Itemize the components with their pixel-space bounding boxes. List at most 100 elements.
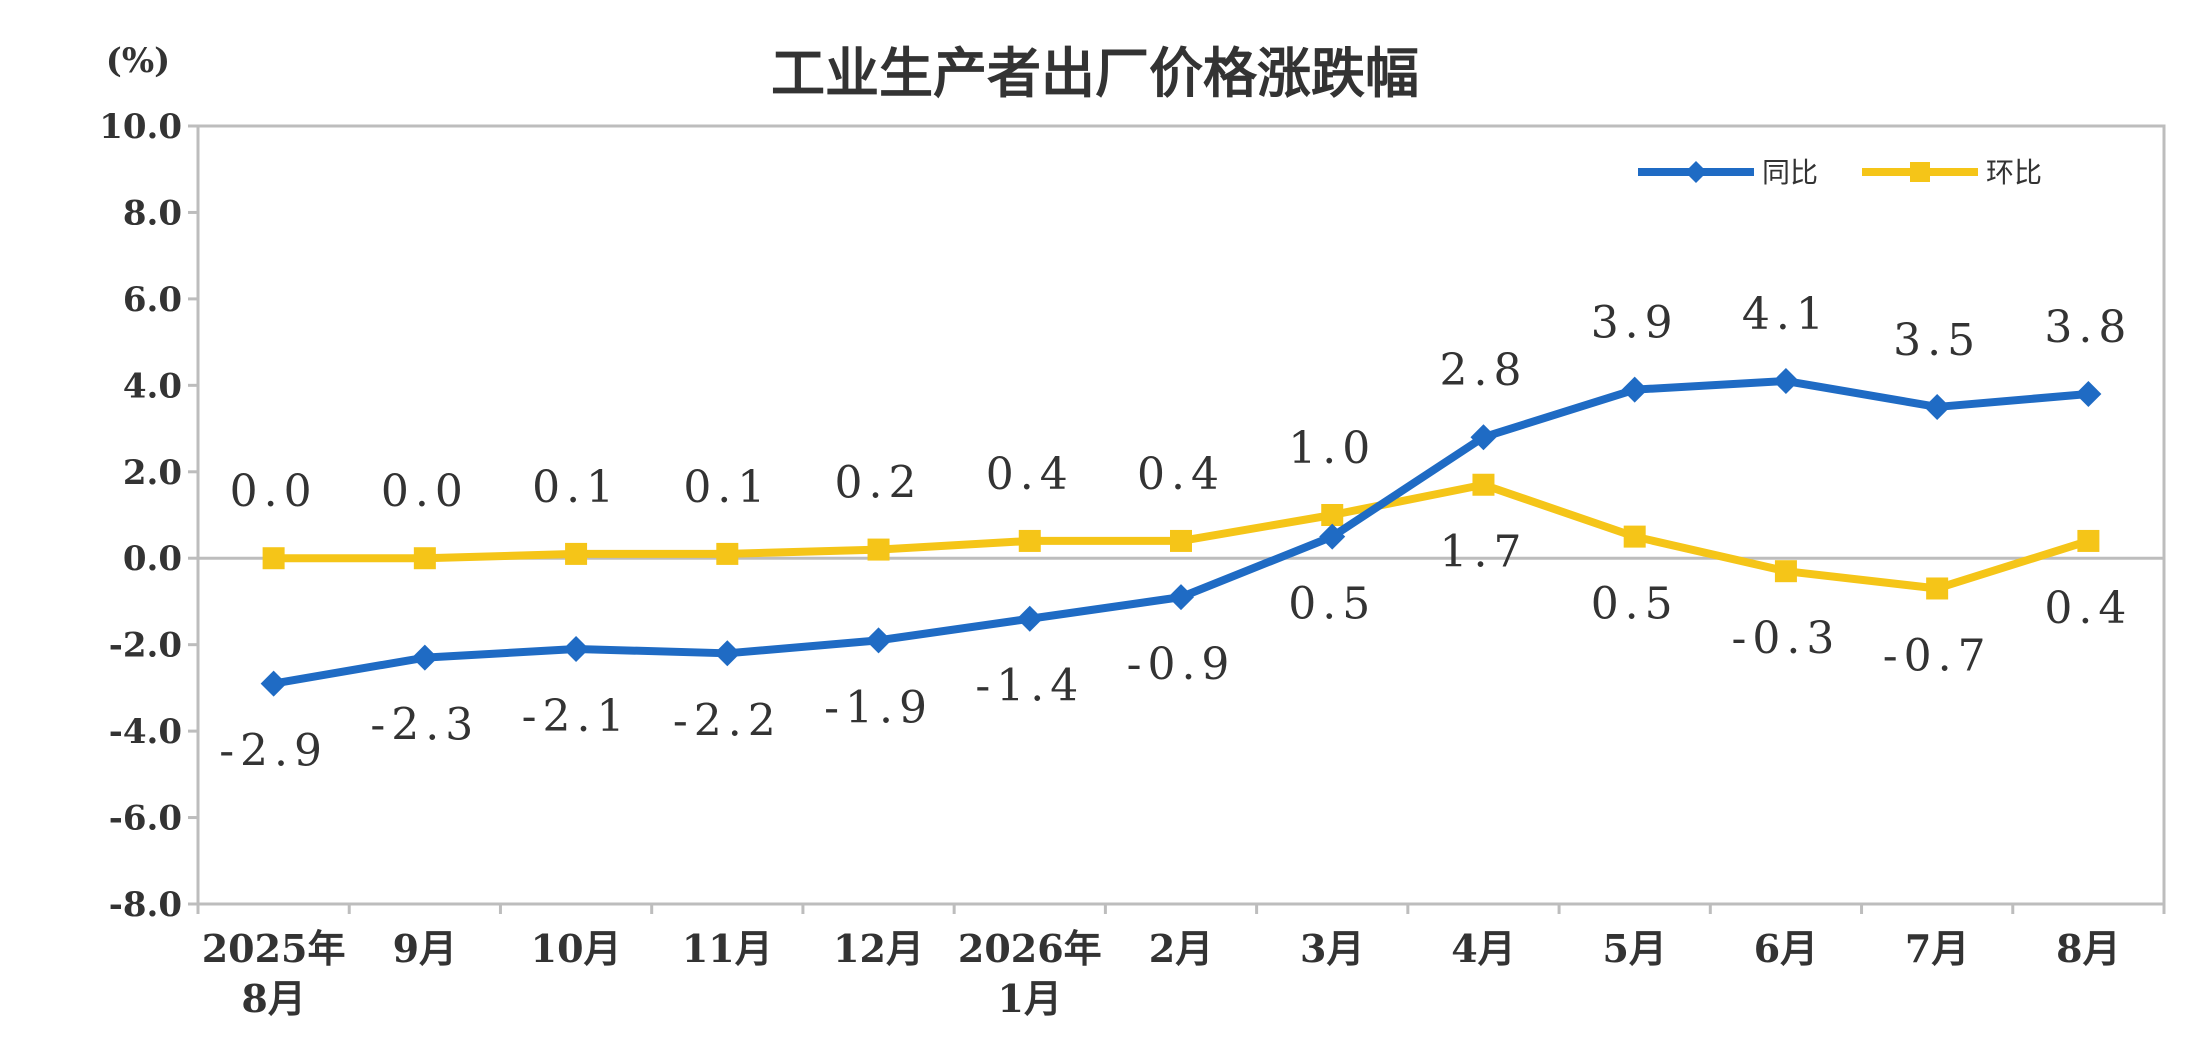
data-point-marker	[1170, 529, 1192, 552]
data-label: 3.9	[1591, 298, 1679, 349]
data-label: 0.5	[1288, 579, 1376, 630]
data-point-marker	[1926, 577, 1949, 600]
data-point-marker	[1472, 473, 1495, 496]
chart-title: 工业生产者出厂价格涨跌幅	[771, 42, 1419, 105]
x-tick-label: 5月	[1602, 926, 1666, 971]
data-point-marker	[1168, 584, 1194, 611]
data-label: 3.8	[2044, 302, 2132, 353]
data-point-marker	[1321, 504, 1344, 526]
x-tick-label-line: 4月	[1451, 926, 1515, 971]
x-tick-label-line: 8月	[241, 976, 305, 1021]
data-point-marker	[1018, 529, 1041, 552]
y-axis-unit: (%)	[106, 41, 170, 81]
data-label: 0.4	[2044, 583, 2132, 634]
data-label: 2.8	[1439, 345, 1527, 396]
data-label: 3.5	[1893, 315, 1981, 366]
data-point-marker	[2077, 529, 2100, 552]
x-tick-label-line: 9月	[393, 926, 457, 971]
x-tick-label: 8月	[2056, 926, 2120, 971]
x-tick-label-line: 3月	[1300, 926, 1364, 971]
data-label: -1.9	[824, 682, 933, 733]
x-tick-label: 3月	[1300, 926, 1364, 971]
data-point-marker	[867, 538, 890, 561]
data-label: -0.3	[1732, 613, 1841, 664]
data-point-marker	[413, 547, 436, 570]
legend-marker	[1910, 162, 1930, 182]
data-label: -2.2	[673, 695, 782, 746]
data-label: -2.1	[522, 691, 631, 742]
x-tick-label: 6月	[1754, 926, 1818, 971]
y-tick-label: 10.0	[99, 107, 182, 147]
data-label: 0.0	[381, 466, 469, 517]
y-tick-label: 2.0	[123, 453, 182, 493]
data-label: 0.1	[683, 462, 771, 513]
y-tick-label: -8.0	[109, 885, 182, 925]
data-label: -2.3	[370, 700, 479, 751]
data-point-marker	[262, 547, 285, 570]
data-point-marker	[1623, 525, 1646, 548]
data-label: -2.9	[219, 726, 328, 777]
data-point-marker	[714, 640, 741, 667]
y-axis: 10.0 8.0 6.0 4.0 2.0 0.0 -2.0 -4.0 -6.0 -8.0	[99, 107, 198, 925]
x-tick-label-line: 1月	[998, 976, 1062, 1021]
data-label: 0.0	[230, 466, 318, 517]
data-point-marker	[565, 542, 588, 565]
data-point-marker	[2075, 380, 2102, 407]
x-tick-label-line: 5月	[1602, 926, 1666, 971]
x-tick-label: 2025年 8月	[202, 926, 346, 1021]
x-tick-label-line: 7月	[1905, 926, 1969, 971]
data-point-marker	[563, 635, 590, 662]
x-tick-label-line: 10月	[531, 926, 622, 971]
data-label: 4.1	[1742, 289, 1830, 340]
data-point-marker	[1621, 376, 1648, 403]
x-tick-label-line: 6月	[1754, 926, 1818, 971]
data-label: -0.7	[1883, 630, 1992, 681]
x-tick-label: 9月	[393, 926, 457, 971]
x-tick-label: 2026年 1月	[958, 926, 1102, 1021]
data-point-marker	[1016, 605, 1043, 632]
data-label: 1.7	[1439, 527, 1527, 578]
series-layer	[260, 368, 2102, 697]
y-tick-label: 6.0	[123, 280, 182, 320]
data-label: 0.4	[986, 449, 1074, 500]
data-point-marker	[1924, 393, 1951, 420]
data-point-marker	[411, 644, 438, 671]
x-tick-label-line: 12月	[833, 926, 924, 971]
x-tick-label-line: 8月	[2056, 926, 2120, 971]
data-point-marker	[260, 670, 287, 697]
data-label: 0.4	[1137, 449, 1225, 500]
x-tick-label: 11月	[682, 926, 773, 971]
legend-label: 同比	[1762, 156, 1818, 189]
data-label: 0.5	[1591, 579, 1679, 630]
data-label: -1.4	[975, 661, 1084, 712]
x-tick-label: 10月	[531, 926, 622, 971]
plot-area-frame	[196, 124, 2166, 906]
y-tick-label: -4.0	[109, 712, 182, 752]
y-tick-label: 8.0	[123, 193, 182, 233]
x-tick-label: 2月	[1149, 926, 1213, 971]
data-point-marker	[1319, 523, 1346, 550]
data-label: -0.9	[1127, 639, 1236, 690]
legend: 同比 环比	[1638, 156, 2042, 189]
data-label: 1.0	[1288, 423, 1376, 474]
x-tick-label: 7月	[1905, 926, 1969, 971]
data-point-marker	[865, 627, 892, 654]
data-point-marker	[1470, 424, 1497, 451]
y-tick-label: 4.0	[123, 366, 182, 406]
x-axis: 2025年 8月 9月 10月 11月 12月 2026年 1月 2月 3月 4月 5月 6月 7月 8月	[196, 904, 2166, 1021]
y-tick-label: -6.0	[109, 799, 182, 839]
x-tick-label: 4月	[1451, 926, 1515, 971]
y-tick-label: 0.0	[123, 539, 182, 579]
data-label: 0.1	[532, 462, 620, 513]
data-point-marker	[1772, 368, 1799, 395]
legend-marker	[1685, 161, 1707, 183]
x-tick-label-line: 2025年	[202, 926, 346, 971]
y-tick-label: -2.0	[109, 626, 182, 666]
x-tick-label-line: 11月	[682, 926, 773, 971]
data-labels-layer: -2.9 -2.3 -2.1 -2.2 -1.9 -1.4 -0.9 0.5 2.8 3.9 4.1…	[219, 289, 2132, 777]
data-point-marker	[716, 542, 739, 565]
data-point-marker	[1774, 560, 1797, 583]
